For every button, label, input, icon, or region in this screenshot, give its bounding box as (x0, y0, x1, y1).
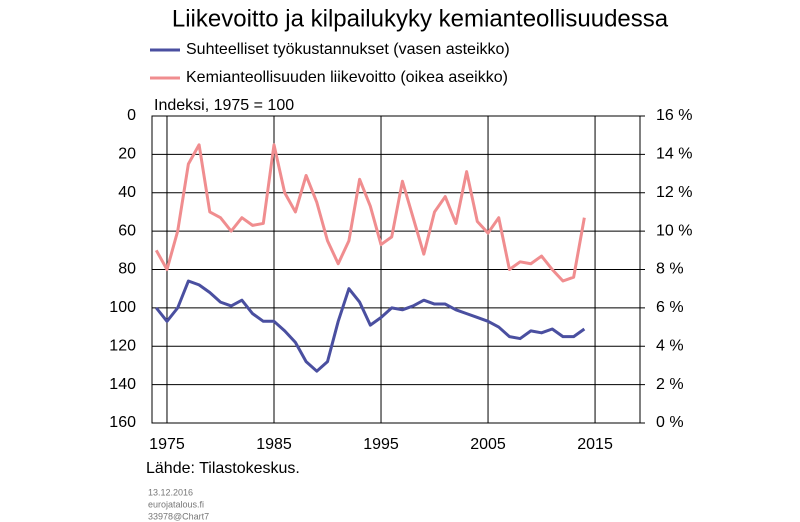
y2-tick-label: 10 % (656, 222, 692, 239)
y2-tick-label: 4 % (656, 337, 684, 354)
annotation: Indeksi, 1975 = 100 (154, 97, 294, 114)
y-tick-label: 60 (118, 222, 136, 239)
plot-frame (151, 115, 641, 424)
footer: 13.12.2016 (148, 487, 193, 497)
y2-tick-label: 0 % (656, 414, 684, 431)
x-tick-label: 2015 (577, 436, 613, 453)
y-tick-label: 20 (118, 146, 136, 163)
x-tick-label: 2005 (470, 436, 506, 453)
source: Lähde: Tilastokeskus. (146, 460, 300, 477)
y-tick-label: 80 (118, 261, 136, 278)
series-line (154, 143, 586, 283)
footer: eurojatalous.fi (148, 499, 204, 509)
legend-label: Kemianteollisuuden liikevoitto (oikea as… (186, 69, 508, 86)
x-tick-label: 1985 (256, 436, 292, 453)
y2-tick-label: 8 % (656, 261, 684, 278)
chart-title: Liikevoitto ja kilpailukyky kemianteolli… (172, 5, 669, 32)
y2-tick-label: 6 % (656, 299, 684, 316)
y-tick-label: 140 (109, 376, 136, 393)
x-tick-label: 1975 (149, 436, 185, 453)
series-line (155, 279, 586, 373)
legend-label: Suhteelliset työkustannukset (vasen aste… (186, 41, 510, 58)
y-tick-label: 100 (109, 299, 136, 316)
y2-tick-label: 2 % (656, 376, 684, 393)
y2-tick-label: 14 % (656, 146, 692, 163)
y-tick-label: 120 (109, 337, 136, 354)
y-tick-label: 40 (118, 184, 136, 201)
y2-tick-label: 12 % (656, 184, 692, 201)
footer: 33978@Chart7 (148, 511, 209, 521)
y-tick-label: 0 (127, 107, 136, 124)
y2-tick-label: 16 % (656, 107, 692, 124)
y-tick-label: 160 (109, 414, 136, 431)
x-tick-label: 1995 (363, 436, 399, 453)
